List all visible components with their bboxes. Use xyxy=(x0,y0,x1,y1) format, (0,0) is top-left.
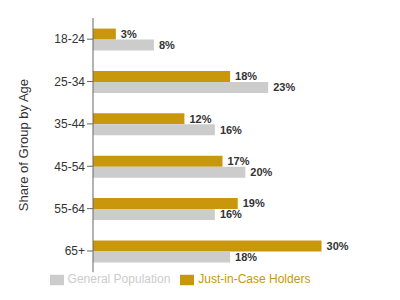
svg-text:35-44: 35-44 xyxy=(54,117,85,131)
svg-text:65+: 65+ xyxy=(65,244,85,258)
svg-text:Share of Group by Age: Share of Group by Age xyxy=(16,79,31,211)
svg-text:55-64: 55-64 xyxy=(54,202,85,216)
svg-text:18%: 18% xyxy=(235,251,257,263)
svg-text:19%: 19% xyxy=(243,197,265,209)
svg-text:3%: 3% xyxy=(121,28,137,40)
svg-text:45-54: 45-54 xyxy=(54,160,85,174)
html-text:General Population: General Population xyxy=(67,272,171,287)
svg-text:17%: 17% xyxy=(228,155,250,167)
svg-text:30%: 30% xyxy=(327,240,349,252)
svg-text:16%: 16% xyxy=(220,124,242,136)
html-text:Just-in-Case Holders: Just-in-Case Holders xyxy=(198,272,311,287)
svg-text:8%: 8% xyxy=(159,39,175,51)
svg-text:18-24: 18-24 xyxy=(54,32,85,46)
svg-text:25-34: 25-34 xyxy=(54,75,85,89)
svg-text:16%: 16% xyxy=(220,208,242,220)
svg-text:12%: 12% xyxy=(189,113,211,125)
svg-text:23%: 23% xyxy=(273,81,295,93)
svg-text:18%: 18% xyxy=(235,70,257,82)
svg-text:20%: 20% xyxy=(250,166,272,178)
